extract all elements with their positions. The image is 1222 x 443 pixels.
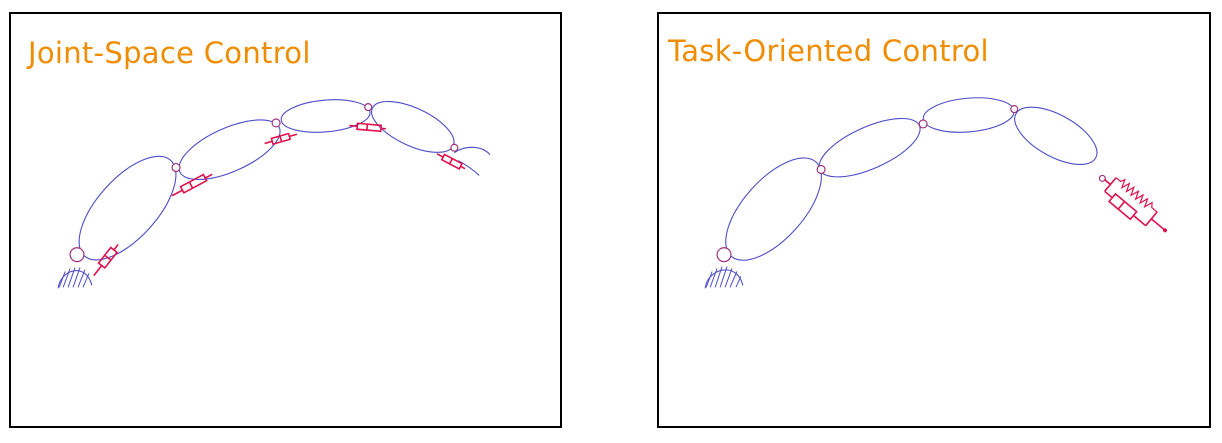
arm-link-1 bbox=[78, 155, 177, 261]
linear-actuator-icon bbox=[93, 243, 119, 277]
joint-circle-icon bbox=[364, 103, 373, 112]
linear-actuator-icon bbox=[264, 132, 298, 146]
linear-actuator-icon bbox=[171, 173, 213, 197]
joint-circle-icon bbox=[1010, 105, 1019, 114]
arm-link-3 bbox=[922, 97, 1015, 133]
linear-actuator-icon bbox=[436, 153, 466, 171]
arm-link-4 bbox=[1014, 106, 1098, 165]
joint-circle-icon bbox=[1098, 174, 1106, 182]
joint-space-panel: Joint-Space Control bbox=[9, 12, 562, 428]
hatched-base-icon bbox=[704, 266, 744, 289]
linear-actuator-icon bbox=[349, 122, 386, 133]
arm-link-2 bbox=[178, 119, 281, 181]
spring-damper-icon bbox=[1103, 177, 1168, 233]
arm-link-4 bbox=[371, 100, 455, 153]
task-oriented-panel: Task-Oriented Control bbox=[657, 12, 1211, 428]
joint-circle-icon bbox=[69, 247, 85, 263]
panel-title-joint-space: Joint-Space Control bbox=[28, 36, 311, 70]
arm-link-5 bbox=[454, 146, 491, 176]
hatched-base-icon bbox=[57, 267, 93, 289]
joint-circle-icon bbox=[816, 164, 826, 175]
panel-title-task-oriented: Task-Oriented Control bbox=[668, 34, 989, 68]
joint-circle-icon bbox=[171, 162, 181, 173]
end-effector-target bbox=[1163, 228, 1168, 233]
task-oriented-arm-diagram bbox=[704, 97, 1168, 289]
joint-circle-icon bbox=[271, 118, 281, 128]
joint-circle-icon bbox=[918, 119, 928, 129]
joint-circle-icon bbox=[450, 143, 459, 152]
joint-circle-icon bbox=[716, 247, 732, 263]
joint-space-arm-diagram bbox=[57, 99, 491, 289]
arm-link-3 bbox=[280, 99, 371, 133]
arm-link-2 bbox=[818, 117, 921, 178]
